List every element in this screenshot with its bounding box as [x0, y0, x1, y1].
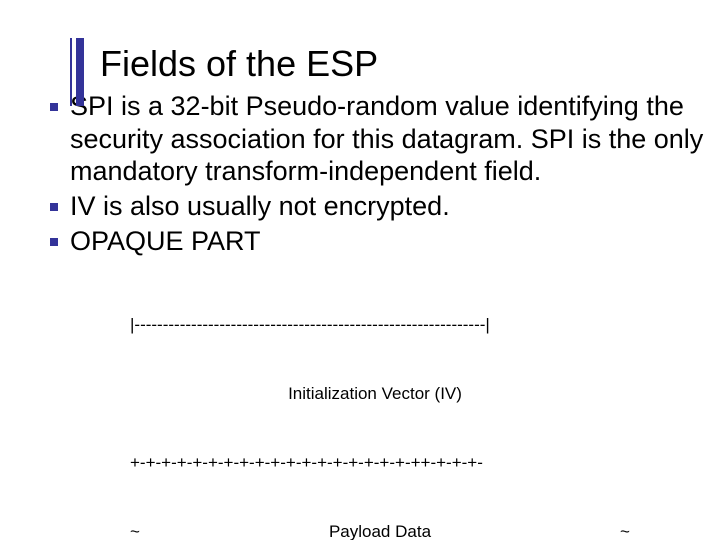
bullet-text: SPI is a 32-bit Pseudo-random value iden…	[70, 90, 712, 189]
title-accent-thick	[76, 38, 84, 106]
diagram-tilde-left: ~	[130, 521, 140, 540]
slide-title: Fields of the ESP	[100, 44, 720, 84]
slide-title-block: Fields of the ESP	[50, 44, 720, 84]
diagram-payload-row: ~ Payload Data ~	[130, 521, 630, 540]
diagram-payload-label: Payload Data	[329, 521, 431, 540]
title-accent-thin	[70, 38, 72, 106]
diagram-border-top: |---------------------------------------…	[130, 314, 720, 337]
bullet-icon	[50, 103, 58, 111]
bullet-icon	[50, 238, 58, 246]
list-item: OPAQUE PART	[50, 225, 712, 258]
bullet-icon	[50, 203, 58, 211]
list-item: IV is also usually not encrypted.	[50, 190, 712, 223]
diagram-separator: +-+-+-+-+-+-+-+-+-+-+-+-+-+-+-+-+-+-++-+…	[130, 452, 720, 475]
list-item: SPI is a 32-bit Pseudo-random value iden…	[50, 90, 712, 189]
packet-diagram: |---------------------------------------…	[130, 268, 720, 540]
bullet-text: IV is also usually not encrypted.	[70, 190, 712, 223]
diagram-tilde-right: ~	[620, 521, 630, 540]
diagram-iv-label: Initialization Vector (IV)	[130, 383, 620, 406]
bullet-list: SPI is a 32-bit Pseudo-random value iden…	[50, 90, 712, 259]
bullet-text: OPAQUE PART	[70, 225, 712, 258]
